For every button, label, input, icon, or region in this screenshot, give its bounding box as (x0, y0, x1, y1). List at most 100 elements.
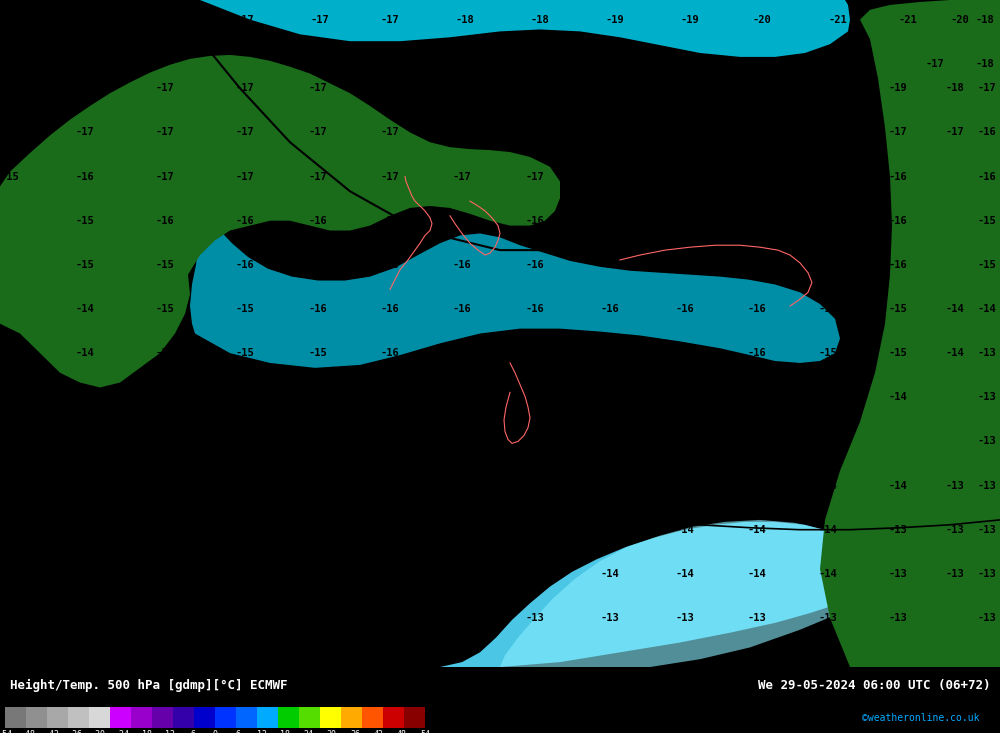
Text: -18: -18 (526, 128, 544, 137)
Bar (257, 707, 278, 728)
Text: -14: -14 (978, 304, 996, 314)
Text: -16: -16 (676, 216, 694, 226)
Text: -15: -15 (236, 348, 254, 358)
Text: -6: -6 (187, 730, 197, 733)
Text: -16: -16 (156, 216, 174, 226)
Text: -16: -16 (1, 84, 19, 93)
Text: -13: -13 (601, 613, 619, 623)
Text: -42: -42 (44, 730, 59, 733)
Text: -15: -15 (309, 436, 327, 446)
Text: -14: -14 (601, 569, 619, 579)
Text: -16: -16 (601, 348, 619, 358)
Text: -16: -16 (601, 260, 619, 270)
Text: -16: -16 (76, 84, 94, 93)
Text: -15: -15 (381, 436, 399, 446)
Text: -13: -13 (978, 392, 996, 402)
Text: -18: -18 (138, 730, 152, 733)
Bar (173, 707, 194, 728)
Text: -14: -14 (819, 481, 837, 490)
Text: -17: -17 (946, 128, 964, 137)
Text: -15: -15 (748, 392, 766, 402)
Text: -48: -48 (21, 730, 36, 733)
Text: -16: -16 (601, 216, 619, 226)
Text: -16: -16 (748, 304, 766, 314)
Text: -15: -15 (156, 348, 174, 358)
Text: -15: -15 (309, 481, 327, 490)
Text: 3: 3 (7, 481, 13, 490)
Text: -13: -13 (978, 481, 996, 490)
Text: -15: -15 (453, 481, 471, 490)
Text: -15: -15 (76, 216, 94, 226)
Text: -21: -21 (829, 15, 847, 25)
Polygon shape (200, 0, 850, 57)
Text: -3: -3 (4, 569, 16, 579)
Text: -17: -17 (236, 172, 254, 182)
Text: -18: -18 (456, 15, 474, 25)
Text: 24: 24 (303, 730, 313, 733)
Text: -17: -17 (156, 128, 174, 137)
Bar (404, 707, 425, 728)
Bar (5, 707, 26, 728)
Text: -18: -18 (676, 128, 694, 137)
Text: -15: -15 (309, 392, 327, 402)
Text: -16: -16 (889, 216, 907, 226)
Text: -14: -14 (156, 392, 174, 402)
Text: -15: -15 (236, 481, 254, 490)
Text: -13: -13 (76, 525, 94, 534)
Text: -16: -16 (453, 216, 471, 226)
Text: -17: -17 (236, 15, 254, 25)
Text: -19: -19 (748, 84, 766, 93)
Bar (47, 707, 68, 728)
Text: -16: -16 (601, 481, 619, 490)
Text: -13: -13 (978, 348, 996, 358)
Text: -16: -16 (309, 260, 327, 270)
Text: -15: -15 (236, 392, 254, 402)
Text: -16: -16 (381, 304, 399, 314)
Text: 54: 54 (420, 730, 430, 733)
Text: 36: 36 (350, 730, 360, 733)
Bar (299, 707, 320, 728)
Text: -16: -16 (526, 260, 544, 270)
Text: -13: -13 (76, 481, 94, 490)
Text: -15: -15 (1, 172, 19, 182)
Text: -36: -36 (68, 730, 82, 733)
Text: -16: -16 (1, 15, 19, 25)
Text: -14: -14 (309, 525, 327, 534)
Text: -16: -16 (601, 304, 619, 314)
Text: -17: -17 (236, 84, 254, 93)
Text: -16: -16 (453, 304, 471, 314)
Text: -13: -13 (978, 613, 996, 623)
Text: -13: -13 (889, 569, 907, 579)
Text: -15: -15 (889, 304, 907, 314)
Text: -17: -17 (309, 172, 327, 182)
Bar (68, 707, 89, 728)
Text: -13: -13 (889, 525, 907, 534)
Text: -17: -17 (76, 128, 94, 137)
Text: 48: 48 (397, 730, 407, 733)
Text: -17: -17 (676, 172, 694, 182)
Text: -19: -19 (681, 15, 699, 25)
Text: -15: -15 (156, 260, 174, 270)
Text: -16: -16 (1, 128, 19, 137)
Text: -14: -14 (76, 348, 94, 358)
Text: -14: -14 (676, 436, 694, 446)
Text: -16: -16 (819, 216, 837, 226)
Text: -16: -16 (381, 260, 399, 270)
Text: 18: 18 (280, 730, 290, 733)
Text: -12: -12 (161, 730, 176, 733)
Text: -54: -54 (0, 730, 12, 733)
Text: -16: -16 (453, 436, 471, 446)
Bar (152, 707, 173, 728)
Text: -17: -17 (453, 84, 471, 93)
Text: -17: -17 (926, 59, 944, 69)
Text: -3: -3 (4, 613, 16, 623)
Text: -19: -19 (606, 15, 624, 25)
Text: 0: 0 (212, 730, 218, 733)
Text: -13: -13 (309, 613, 327, 623)
Text: -16: -16 (526, 216, 544, 226)
Text: -17: -17 (156, 15, 174, 25)
Bar (362, 707, 383, 728)
Text: -13: -13 (889, 613, 907, 623)
Text: -17: -17 (381, 128, 399, 137)
Text: -17: -17 (381, 172, 399, 182)
